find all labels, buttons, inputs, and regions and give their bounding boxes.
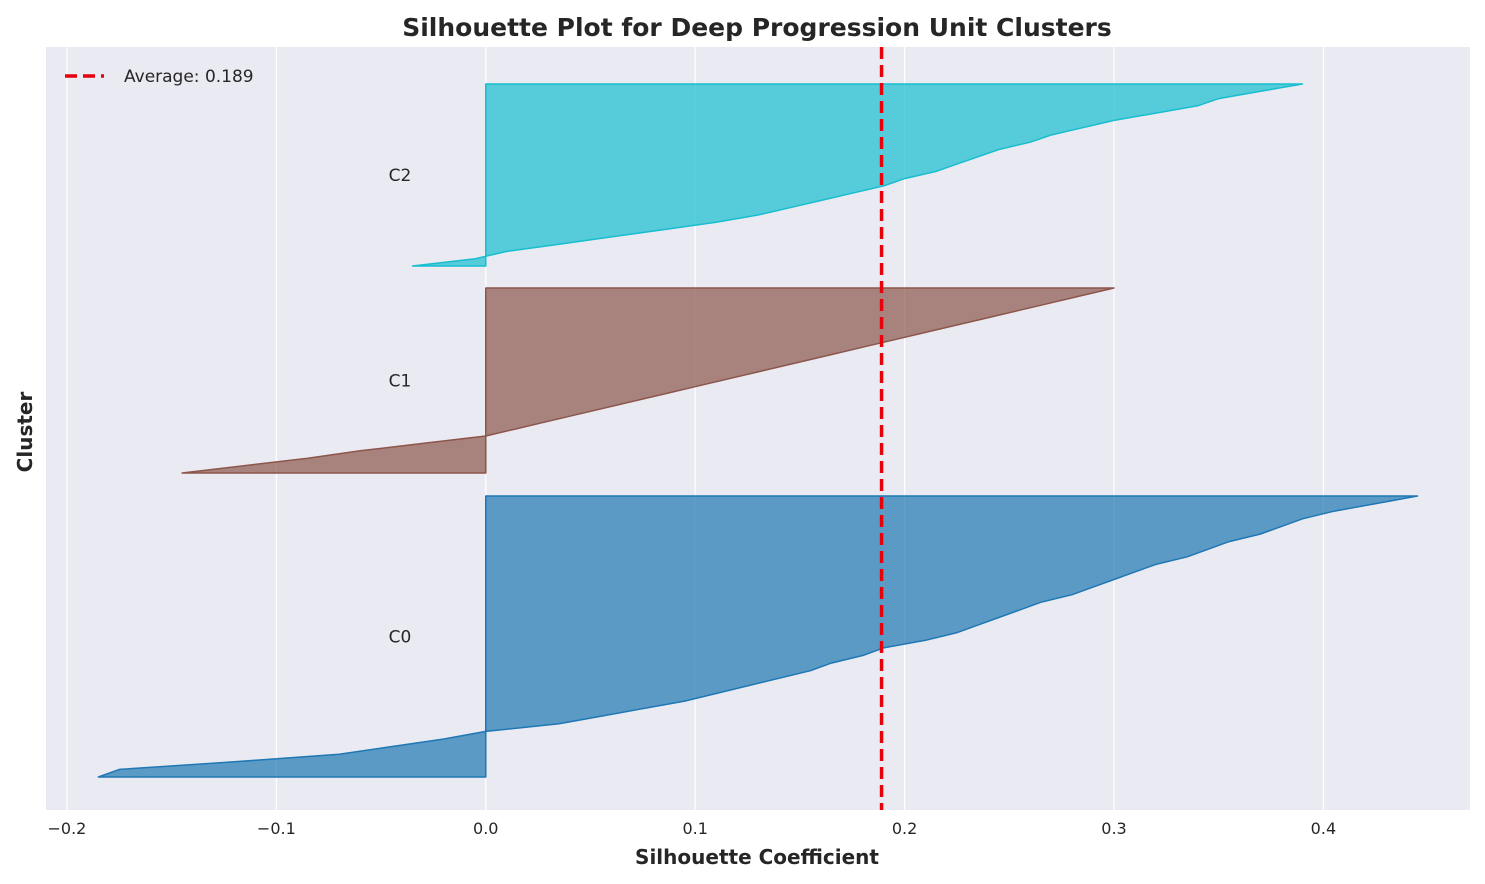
cluster-label-c1: C1 bbox=[389, 372, 412, 392]
x-tick-labels: −0.2 −0.1 0.0 0.1 0.2 0.3 0.4 bbox=[48, 819, 1337, 838]
cluster-area-c1 bbox=[181, 287, 1115, 474]
cluster-areas bbox=[97, 83, 1419, 778]
x-tick-label: 0.0 bbox=[473, 819, 498, 838]
cluster-label-c2: C2 bbox=[389, 166, 412, 186]
chart-title: Silhouette Plot for Deep Progression Uni… bbox=[402, 13, 1112, 42]
x-tick-label: 0.4 bbox=[1311, 819, 1336, 838]
x-tick-label: 0.1 bbox=[682, 819, 707, 838]
cluster-labels: C0 C1 C2 bbox=[389, 166, 412, 648]
x-tick-label: −0.2 bbox=[48, 819, 87, 838]
x-tick-label: 0.3 bbox=[1101, 819, 1126, 838]
legend: Average: 0.189 bbox=[65, 67, 254, 87]
legend-average-label: Average: 0.189 bbox=[124, 67, 254, 87]
y-axis-label: Cluster bbox=[13, 392, 37, 473]
cluster-area-c0 bbox=[97, 495, 1419, 778]
x-tick-label: 0.2 bbox=[892, 819, 917, 838]
cluster-label-c0: C0 bbox=[389, 628, 412, 648]
x-tick-label: −0.1 bbox=[257, 819, 296, 838]
cluster-area-c2 bbox=[411, 83, 1304, 267]
x-axis-label: Silhouette Coefficient bbox=[635, 845, 879, 869]
